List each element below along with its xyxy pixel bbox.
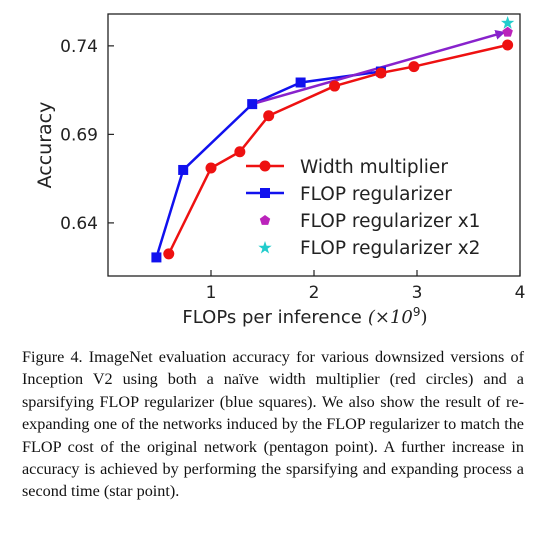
x-axis-label: FLOPs per inference (×109)	[182, 305, 427, 328]
plot-area-frame	[107, 13, 521, 277]
y-tick-label: 0.69	[60, 125, 98, 145]
y-axis-label: Accuracy	[34, 102, 56, 189]
x-axis-unit: (×10	[368, 307, 413, 328]
data-point-flop-regularizer	[247, 99, 258, 110]
x-tick-label: 4	[515, 283, 526, 303]
x-axis-label-text: FLOPs per inference	[182, 307, 361, 328]
y-tick-label: 0.64	[60, 214, 98, 234]
data-point-width-multiplier	[263, 110, 275, 122]
data-point-width-multiplier	[329, 80, 341, 92]
x-axis-unit-close: )	[421, 307, 428, 328]
legend-marker-star	[258, 241, 272, 254]
data-point-width-multiplier	[375, 67, 387, 79]
series-line	[167, 43, 508, 255]
x-axis: 1 2 3 4	[206, 270, 526, 303]
data-point-width-multiplier	[408, 61, 420, 73]
data-point-width-multiplier	[163, 248, 175, 260]
legend-label-width-multiplier: Width multiplier	[300, 157, 448, 178]
data-point-flop-regularizer	[295, 77, 306, 88]
accuracy-vs-flops-chart: 1 2 3 4 0.64 0.69 0.74 Accuracy FLOPs per inf…	[34, 13, 526, 328]
legend-item-flop-regularizer-x1: FLOP regularizer x1	[259, 211, 480, 232]
legend-label-flop-regularizer-x2: FLOP regularizer x2	[300, 238, 480, 259]
x-axis-unit-exponent: 9	[413, 305, 421, 319]
data-point-flop-regularizer-x1	[502, 26, 513, 37]
legend-marker-square	[260, 188, 270, 198]
x-tick-label: 3	[412, 283, 423, 303]
data-point-width-multiplier	[234, 146, 246, 158]
data-point-width-multiplier	[502, 39, 514, 51]
legend-label-flop-regularizer-x1: FLOP regularizer x1	[300, 211, 480, 232]
legend: Width multiplier FLOP regularizer FLOP r…	[246, 157, 480, 259]
y-axis: 0.64 0.69 0.74	[60, 37, 114, 234]
data-points	[151, 16, 515, 263]
legend-item-flop-regularizer-x2: FLOP regularizer x2	[258, 238, 480, 259]
data-point-flop-regularizer	[151, 252, 162, 263]
legend-item-width-multiplier: Width multiplier	[246, 157, 448, 178]
figure-caption: Figure 4. ImageNet evaluation accuracy f…	[22, 348, 524, 501]
data-point-flop-regularizer	[178, 164, 189, 175]
y-tick-label: 0.74	[60, 37, 98, 57]
data-point-width-multiplier	[205, 162, 217, 174]
x-tick-label: 1	[206, 283, 217, 303]
legend-marker-circle	[259, 160, 271, 172]
legend-marker-pentagon	[259, 215, 271, 225]
data-point-flop-regularizer-x2	[500, 16, 515, 29]
legend-item-flop-regularizer: FLOP regularizer	[246, 184, 452, 205]
x-tick-label: 2	[309, 283, 320, 303]
legend-label-flop-regularizer: FLOP regularizer	[300, 184, 452, 205]
